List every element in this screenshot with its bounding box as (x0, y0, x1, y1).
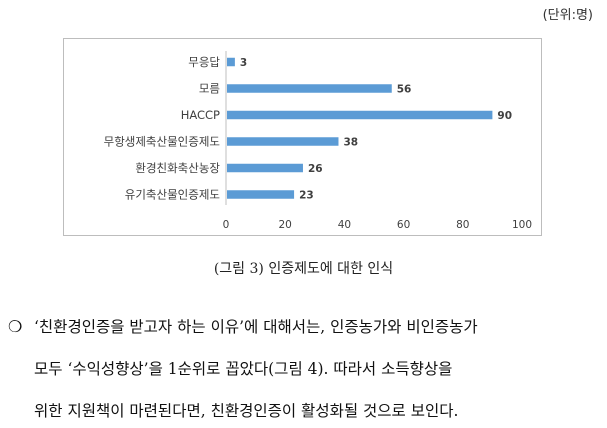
data-label: 23 (299, 190, 314, 202)
bar-chart: 무응답 3 모름 56 HACCP 90 무항생제축산물인증제도 38 환경친화축산농장 26 유기… (63, 38, 542, 236)
bar (227, 137, 339, 146)
category-label: 유기축산물인증제도 (125, 188, 220, 202)
x-tick-label: 20 (279, 219, 292, 231)
category-label: 무응답 (188, 55, 220, 69)
data-label: 90 (497, 110, 512, 122)
x-tick-label: 40 (338, 219, 351, 231)
bullet-icon: ❍ (8, 317, 23, 336)
x-tick-label: 60 (397, 219, 410, 231)
data-label: 26 (308, 163, 323, 175)
paragraph-line-2: 모두 ‘수익성향상’을 1순위로 꼽았다(그림 4). 따라서 소득향상을 (34, 360, 453, 378)
data-label: 56 (397, 84, 412, 96)
x-tick-label: 100 (512, 219, 532, 231)
x-tick-label: 80 (456, 219, 469, 231)
bar (227, 190, 295, 199)
paragraph-line-3: 위한 지원책이 마련된다면, 친환경인증이 활성화될 것으로 보인다. (34, 402, 459, 420)
category-label: HACCP (181, 108, 220, 122)
bar (227, 163, 303, 173)
bar (227, 110, 493, 120)
data-label: 3 (240, 57, 247, 69)
x-tick-label: 0 (223, 219, 230, 231)
category-label: 모름 (199, 82, 220, 96)
paragraph-line-1: ‘친환경인증을 받고자 하는 이유’에 대해서는, 인증농가와 비인증농가 (34, 318, 478, 336)
category-label: 무항생제축산물인증제도 (104, 135, 220, 149)
bar (227, 84, 392, 93)
figure-caption: (그림 3) 인증제도에 대한 인식 (213, 261, 394, 277)
unit-label: (단위:명) (542, 8, 593, 23)
data-label: 38 (343, 137, 358, 149)
chart-svg: 무응답 3 모름 56 HACCP 90 무항생제축산물인증제도 38 환경친화축산농장 26 유기… (104, 51, 532, 231)
bar (227, 57, 235, 67)
category-label: 환경친화축산농장 (135, 161, 220, 175)
